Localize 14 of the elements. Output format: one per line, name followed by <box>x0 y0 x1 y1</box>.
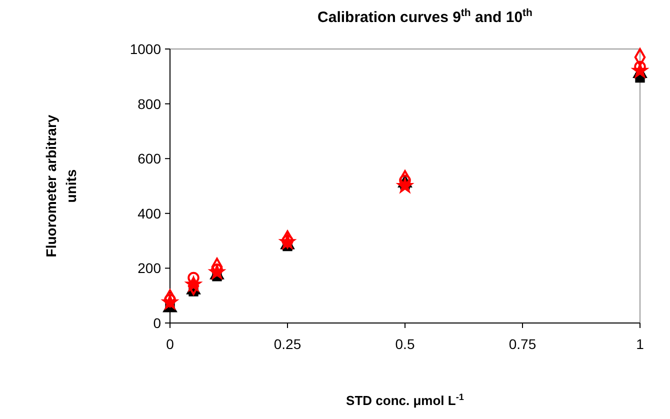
x-tick-label: 0 <box>166 336 174 352</box>
y-tick-label: 1000 <box>130 41 162 57</box>
x-tick-label: 0.75 <box>508 336 536 352</box>
x-tick-label: 0.25 <box>274 336 302 352</box>
x-tick-label: 1 <box>636 336 644 352</box>
x-tick-label: 0.5 <box>395 336 415 352</box>
y-tick-label: 800 <box>138 96 162 112</box>
y-tick-label: 400 <box>138 205 162 222</box>
y-tick-label: 0 <box>153 315 162 331</box>
chart-title: Calibration curves 9$^{th}$ and 10$^{th}$ <box>318 7 532 26</box>
y-axis-title: Fluorometer arbitrary units <box>43 114 79 258</box>
y-tick-label: 600 <box>138 150 162 167</box>
y-tick-label: 200 <box>138 260 162 276</box>
x-axis-title: STD conc. μmol L$^{-1}$ <box>346 392 464 408</box>
